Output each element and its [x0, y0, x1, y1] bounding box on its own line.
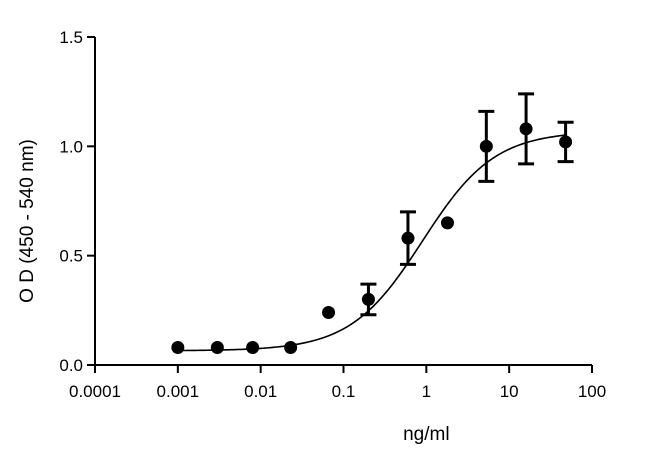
- data-point: [210, 341, 224, 355]
- data-point: [284, 341, 298, 355]
- data-point: [361, 292, 375, 306]
- data-point: [519, 122, 533, 136]
- error-bars: [360, 92, 574, 317]
- x-axis-ticks: 0.0001 0.001 0.01 0.1 1 10 100: [69, 365, 606, 401]
- x-tick-label: 0.1: [332, 382, 356, 401]
- data-point: [401, 231, 415, 245]
- data-point: [479, 139, 493, 153]
- data-point: [171, 341, 185, 355]
- data-point: [322, 306, 336, 320]
- data-point: [440, 216, 454, 230]
- x-tick-label: 100: [578, 382, 606, 401]
- y-axis-label: O D (450 - 540 nm): [17, 139, 38, 303]
- x-tick-label: 0.01: [244, 382, 277, 401]
- y-tick-label: 1.0: [59, 137, 83, 156]
- data-point: [246, 341, 260, 355]
- y-tick-label: 1.5: [59, 28, 83, 47]
- x-axis-label: ng/ml: [403, 424, 449, 445]
- x-tick-label: 0.001: [157, 382, 200, 401]
- y-tick-label: 0.0: [59, 356, 83, 375]
- x-tick-label: 1: [422, 382, 431, 401]
- y-tick-label: 0.5: [59, 247, 83, 266]
- x-tick-label: 0.0001: [69, 382, 121, 401]
- data-points: [171, 122, 573, 355]
- y-axis-ticks: 0.0 0.5 1.0 1.5: [59, 28, 95, 375]
- x-tick-label: 10: [500, 382, 519, 401]
- data-point: [559, 135, 573, 149]
- fit-curve: [177, 134, 566, 352]
